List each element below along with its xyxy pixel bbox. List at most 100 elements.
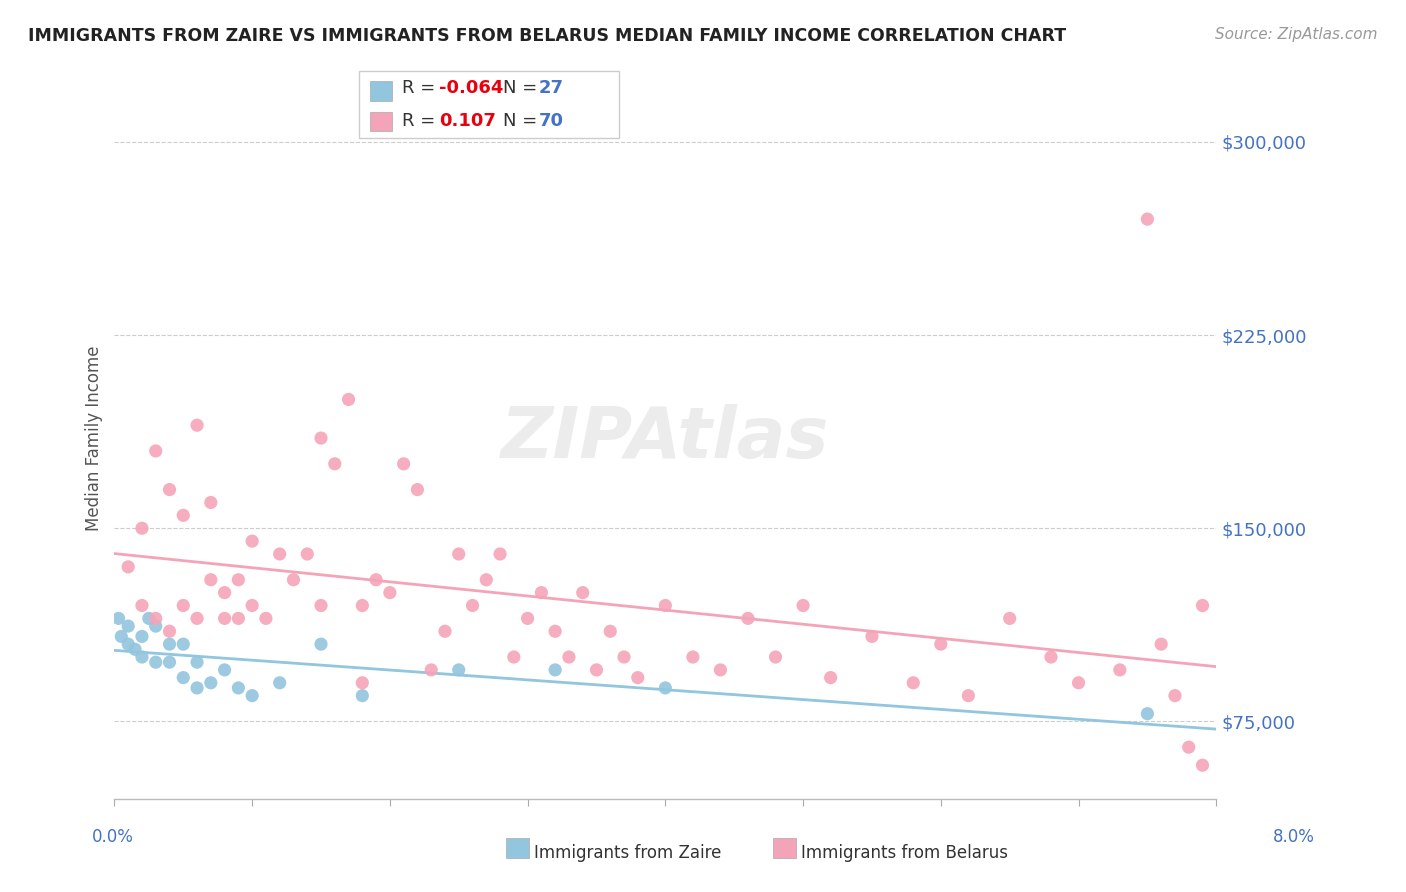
Point bbox=[544, 624, 567, 639]
Point bbox=[765, 650, 787, 665]
Point bbox=[186, 418, 208, 433]
Point bbox=[352, 599, 374, 613]
Point bbox=[998, 611, 1021, 625]
Point bbox=[1150, 637, 1173, 651]
Point bbox=[145, 611, 167, 625]
Point bbox=[145, 444, 167, 458]
Point bbox=[200, 675, 222, 690]
Text: 8.0%: 8.0% bbox=[1272, 828, 1315, 846]
Text: 0.107: 0.107 bbox=[439, 112, 495, 129]
Point bbox=[352, 689, 374, 703]
Point bbox=[172, 508, 194, 523]
Point bbox=[420, 663, 443, 677]
Point bbox=[433, 624, 456, 639]
Point bbox=[172, 599, 194, 613]
Point bbox=[378, 585, 401, 599]
Point bbox=[654, 681, 676, 695]
Point bbox=[475, 573, 498, 587]
Text: N =: N = bbox=[503, 112, 543, 129]
Point bbox=[613, 650, 636, 665]
Point bbox=[1108, 663, 1130, 677]
Y-axis label: Median Family Income: Median Family Income bbox=[86, 345, 103, 531]
Point bbox=[214, 663, 236, 677]
Point bbox=[240, 689, 263, 703]
Point bbox=[903, 675, 925, 690]
Point bbox=[186, 611, 208, 625]
Text: N =: N = bbox=[503, 79, 543, 97]
Point bbox=[447, 663, 470, 677]
Text: Source: ZipAtlas.com: Source: ZipAtlas.com bbox=[1215, 27, 1378, 42]
Point bbox=[117, 637, 139, 651]
Point bbox=[269, 547, 291, 561]
Point bbox=[682, 650, 704, 665]
Point bbox=[145, 655, 167, 669]
Point bbox=[709, 663, 731, 677]
Point bbox=[200, 495, 222, 509]
Point bbox=[228, 611, 250, 625]
Point bbox=[820, 671, 842, 685]
Point bbox=[599, 624, 621, 639]
Point bbox=[283, 573, 305, 587]
Point bbox=[530, 585, 553, 599]
Text: ZIPAtlas: ZIPAtlas bbox=[501, 403, 830, 473]
Text: 0.0%: 0.0% bbox=[91, 828, 134, 846]
Point bbox=[186, 681, 208, 695]
Point bbox=[124, 642, 146, 657]
Point bbox=[240, 534, 263, 549]
Point bbox=[957, 689, 980, 703]
Point bbox=[172, 637, 194, 651]
Point bbox=[544, 663, 567, 677]
Point bbox=[254, 611, 277, 625]
Point bbox=[1191, 599, 1213, 613]
Point bbox=[214, 585, 236, 599]
Point bbox=[159, 637, 181, 651]
Point bbox=[406, 483, 429, 497]
Point bbox=[1177, 740, 1199, 755]
Point bbox=[627, 671, 650, 685]
Point bbox=[323, 457, 346, 471]
Point bbox=[110, 629, 132, 643]
Point bbox=[200, 573, 222, 587]
Point bbox=[516, 611, 538, 625]
Text: -0.064: -0.064 bbox=[439, 79, 503, 97]
Point bbox=[131, 521, 153, 535]
Point bbox=[240, 599, 263, 613]
Text: Immigrants from Belarus: Immigrants from Belarus bbox=[801, 844, 1008, 862]
Point bbox=[1136, 706, 1159, 721]
Point bbox=[502, 650, 524, 665]
Point bbox=[159, 483, 181, 497]
Text: R =: R = bbox=[402, 79, 441, 97]
Point bbox=[860, 629, 883, 643]
Point bbox=[297, 547, 319, 561]
Point bbox=[571, 585, 593, 599]
Point bbox=[447, 547, 470, 561]
Point bbox=[309, 599, 332, 613]
Point bbox=[131, 629, 153, 643]
Point bbox=[131, 650, 153, 665]
Point bbox=[159, 624, 181, 639]
Point bbox=[654, 599, 676, 613]
Point bbox=[309, 431, 332, 445]
Text: 27: 27 bbox=[538, 79, 564, 97]
Point bbox=[392, 457, 415, 471]
Point bbox=[929, 637, 952, 651]
Point bbox=[159, 655, 181, 669]
Text: Immigrants from Zaire: Immigrants from Zaire bbox=[534, 844, 721, 862]
Point bbox=[1164, 689, 1187, 703]
Point bbox=[558, 650, 581, 665]
Point bbox=[269, 675, 291, 690]
Point bbox=[352, 675, 374, 690]
Point bbox=[1136, 212, 1159, 227]
Point bbox=[309, 637, 332, 651]
Point bbox=[138, 611, 160, 625]
Point bbox=[364, 573, 387, 587]
Point bbox=[337, 392, 360, 407]
Point bbox=[585, 663, 607, 677]
Point bbox=[145, 619, 167, 633]
Point bbox=[107, 611, 129, 625]
Point bbox=[461, 599, 484, 613]
Point bbox=[1067, 675, 1090, 690]
Point bbox=[737, 611, 759, 625]
Text: R =: R = bbox=[402, 112, 447, 129]
Text: 70: 70 bbox=[538, 112, 564, 129]
